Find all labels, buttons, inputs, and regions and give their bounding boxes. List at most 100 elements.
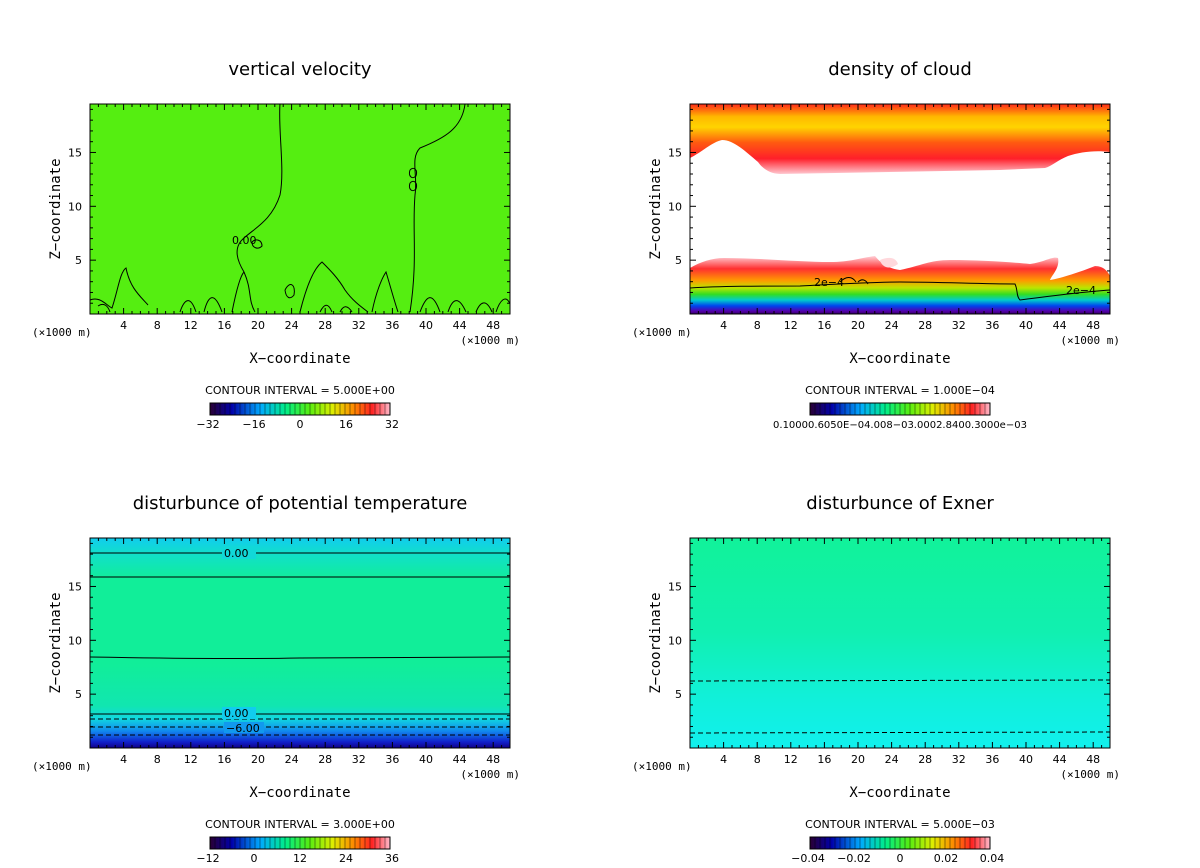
contour-lines	[89, 552, 511, 736]
x-tick-label: 16	[217, 753, 231, 766]
x-unit-label-right: (×1000 m)	[1060, 768, 1120, 781]
panel-density-of-cloud: density of cloud 2e−4 2e−4	[689, 59, 1111, 315]
x-axis-label: X−coordinate	[849, 785, 950, 801]
colorbar-label: 32	[385, 418, 399, 431]
x-tick-label: 48	[486, 753, 500, 766]
y-tick-label: 5	[675, 254, 682, 267]
x-tick-label: 40	[419, 319, 433, 332]
x-tick-label: 36	[985, 319, 999, 332]
contour-label: −6.00	[226, 722, 260, 735]
panel-exner: disturbunce of Exner	[689, 493, 1111, 749]
y-tick-label: 10	[668, 200, 682, 213]
y-axis-label: Z−coordinate	[48, 592, 64, 693]
x-tick-label: 20	[251, 753, 265, 766]
x-tick-label: 36	[985, 753, 999, 766]
contour-label: 2e−4	[814, 276, 844, 289]
y-axis-label: Z−coordinate	[648, 158, 664, 259]
x-tick-label: 44	[1053, 319, 1067, 332]
x-tick-label: 32	[352, 319, 366, 332]
colorbar-label: 36	[385, 852, 399, 865]
x-tick-label: 44	[453, 319, 467, 332]
x-axis-label: X−coordinate	[249, 351, 350, 367]
y-axis-label: Z−coordinate	[648, 592, 664, 693]
x-tick-label: 40	[1019, 753, 1033, 766]
y-tick-label: 5	[75, 688, 82, 701]
x-tick-label: 36	[385, 753, 399, 766]
panel-potential-temperature: disturbunce of potential temperature 0.0…	[89, 493, 511, 749]
y-tick-label: 10	[668, 634, 682, 647]
x-tick-label: 40	[1019, 319, 1033, 332]
x-tick-label: 28	[918, 753, 932, 766]
upper-cloud-layer	[690, 104, 1110, 174]
x-tick-label: 48	[486, 319, 500, 332]
colorbar-label: 24	[339, 852, 353, 865]
colorbar-label: −0.02	[837, 852, 871, 865]
y-tick-label: 15	[668, 580, 682, 593]
x-tick-label: 24	[885, 319, 899, 332]
x-tick-label: 4	[720, 753, 727, 766]
x-tick-label: 16	[217, 319, 231, 332]
x-tick-label: 20	[251, 319, 265, 332]
label-bg	[224, 722, 264, 733]
x-unit-label-right: (×1000 m)	[460, 768, 520, 781]
y-tick-label: 5	[675, 688, 682, 701]
x-tick-label: 32	[952, 753, 966, 766]
x-tick-label: 32	[352, 753, 366, 766]
x-unit-label-left: (×1000 m)	[32, 760, 92, 773]
contour-lines	[689, 679, 1111, 734]
x-tick-label: 12	[184, 753, 198, 766]
x-tick-label: 24	[285, 319, 299, 332]
colorbar-label: 12	[293, 852, 307, 865]
colorbar-label: 0	[297, 418, 304, 431]
chart-title: disturbunce of potential temperature	[133, 493, 468, 514]
panel-vertical-velocity: vertical velocity 0.00	[89, 59, 511, 315]
chart-title: disturbunce of Exner	[806, 493, 994, 514]
x-tick-label: 8	[754, 319, 761, 332]
x-tick-label: 40	[419, 753, 433, 766]
y-axis-label: Z−coordinate	[48, 158, 64, 259]
x-tick-label: 4	[120, 319, 127, 332]
contour-interval-label: CONTOUR INTERVAL = 5.000E−03	[805, 818, 995, 831]
x-tick-label: 36	[385, 319, 399, 332]
x-tick-label: 32	[952, 319, 966, 332]
x-axis-label: X−coordinate	[849, 351, 950, 367]
contour-label: 0.00	[232, 234, 257, 247]
x-tick-label: 8	[154, 753, 161, 766]
cloud-puff	[880, 257, 898, 268]
contour-lines	[689, 277, 1111, 301]
colorbar-label: −32	[196, 418, 219, 431]
x-tick-label: 44	[1053, 753, 1067, 766]
y-tick-label: 10	[68, 634, 82, 647]
y-tick-label: 15	[68, 146, 82, 159]
x-tick-label: 12	[184, 319, 198, 332]
x-unit-label-left: (×1000 m)	[32, 326, 92, 339]
y-tick-label: 5	[75, 254, 82, 267]
colorbar-label: −0.04	[791, 852, 825, 865]
colorbar-label: 0	[251, 852, 258, 865]
x-tick-label: 48	[1086, 753, 1100, 766]
colorbar-label: 0.04	[980, 852, 1005, 865]
colorbar-label: 0	[897, 852, 904, 865]
colorbar-label: 0.02	[934, 852, 959, 865]
colorbar-label: −12	[196, 852, 219, 865]
x-tick-label: 28	[918, 319, 932, 332]
x-tick-label: 28	[318, 753, 332, 766]
x-axis-label: X−coordinate	[249, 785, 350, 801]
colorbar-label: 0.10000.6050E−04.008−03.0002.8400.3000e−…	[773, 420, 1027, 431]
x-tick-label: 28	[318, 319, 332, 332]
y-tick-label: 10	[68, 200, 82, 213]
x-tick-label: 44	[453, 753, 467, 766]
x-unit-label-left: (×1000 m)	[632, 326, 692, 339]
x-tick-label: 12	[784, 319, 798, 332]
x-unit-label-right: (×1000 m)	[1060, 334, 1120, 347]
x-tick-label: 4	[120, 753, 127, 766]
x-unit-label-left: (×1000 m)	[632, 760, 692, 773]
chart-title: density of cloud	[828, 59, 972, 80]
x-tick-label: 16	[817, 753, 831, 766]
x-tick-label: 48	[1086, 319, 1100, 332]
x-tick-label: 24	[285, 753, 299, 766]
field-fill	[90, 538, 510, 748]
colorbar-label: 16	[339, 418, 353, 431]
x-unit-label-right: (×1000 m)	[460, 334, 520, 347]
